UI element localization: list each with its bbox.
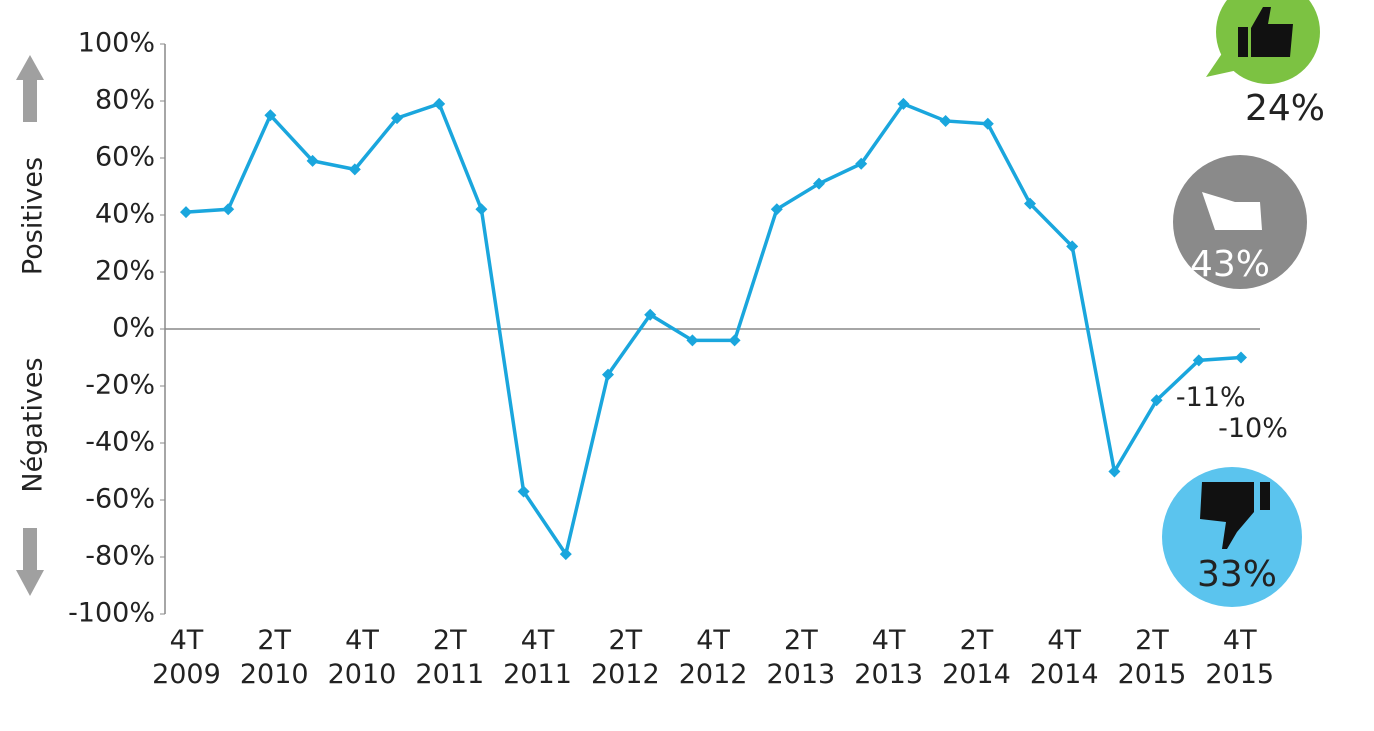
x-tick-label: 4T 2013 <box>854 625 923 690</box>
y-tick-label: -80% <box>85 541 155 572</box>
x-tick-label: 2T 2013 <box>766 625 836 690</box>
sentiment-label: 24% <box>1245 88 1325 129</box>
marker <box>1235 351 1247 364</box>
marker <box>1192 354 1205 367</box>
marker <box>686 334 699 347</box>
y-tick-label: 20% <box>95 256 155 287</box>
data-label: -11% <box>1176 382 1246 413</box>
y-tick-label: 40% <box>95 199 155 230</box>
marker <box>348 163 361 176</box>
y-tick-label: -100% <box>68 598 155 629</box>
y-tick-label: 100% <box>78 28 155 59</box>
marker <box>306 154 319 167</box>
marker <box>813 177 825 190</box>
x-tick-label: 2T 2010 <box>239 625 309 690</box>
marker <box>770 203 783 216</box>
y-tick-label: 80% <box>95 85 155 116</box>
thumb-icon <box>1251 7 1293 57</box>
marker <box>855 157 868 170</box>
y-tick-label: -20% <box>85 370 155 401</box>
thumb-icon <box>1238 27 1248 57</box>
badge-tail <box>1206 52 1238 77</box>
marker <box>644 308 657 321</box>
marker <box>602 368 614 381</box>
marker <box>264 109 277 122</box>
thumb-icon <box>1260 482 1270 510</box>
sentiment-label: 33% <box>1197 554 1277 595</box>
marker <box>897 97 910 110</box>
x-tick-label: 2T 2011 <box>415 625 485 690</box>
y-axis-label: Positives <box>18 157 49 275</box>
y-tick-label: 0% <box>112 313 155 344</box>
marker <box>1150 394 1163 407</box>
y-tick-label: -60% <box>85 484 155 515</box>
marker <box>391 112 403 125</box>
y-axis-label: Négatives <box>18 357 49 492</box>
x-tick-label: 4T 2012 <box>678 625 748 690</box>
thumb-icon <box>1200 482 1254 549</box>
down-arrow <box>16 528 44 596</box>
marker <box>1066 240 1079 253</box>
y-tick-label: -40% <box>85 427 155 458</box>
sentiment-label: 43% <box>1190 244 1270 285</box>
marker <box>728 334 741 347</box>
marker <box>517 485 530 498</box>
marker <box>475 203 488 216</box>
x-tick-label: 4T 2015 <box>1205 625 1275 690</box>
x-tick-label: 2T 2012 <box>590 625 660 690</box>
marker <box>1024 197 1036 210</box>
up-arrow <box>16 55 44 122</box>
marker <box>222 203 235 216</box>
thumb-icon <box>1202 192 1262 230</box>
y-tick-label: 60% <box>95 142 155 173</box>
marker <box>1108 465 1121 478</box>
x-tick-label: 4T 2014 <box>1029 625 1099 690</box>
marker <box>180 206 192 219</box>
marker <box>981 117 994 130</box>
x-tick-label: 2T 2014 <box>942 625 1011 690</box>
marker <box>433 97 446 110</box>
x-tick-label: 4T 2011 <box>503 625 572 690</box>
marker <box>559 548 572 561</box>
marker <box>939 114 952 127</box>
x-tick-label: 4T 2009 <box>152 625 221 690</box>
x-tick-label: 4T 2010 <box>327 625 397 690</box>
x-tick-label: 2T 2015 <box>1117 625 1187 690</box>
data-label: -10% <box>1218 413 1288 444</box>
line <box>185 101 1242 559</box>
